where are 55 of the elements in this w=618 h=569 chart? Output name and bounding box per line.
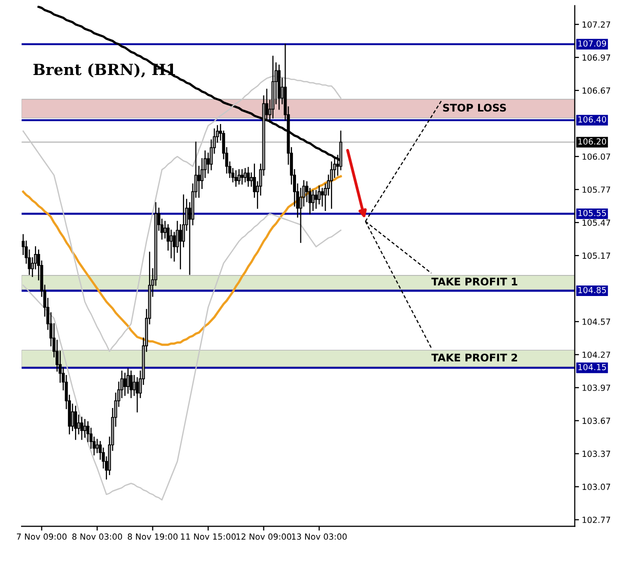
band-label: TAKE PROFIT 1 bbox=[431, 278, 518, 286]
y-tick-label: 106.07 bbox=[582, 153, 610, 160]
x-tick-label: 13 Nov 03:00 bbox=[292, 533, 347, 540]
candlestick bbox=[123, 372, 126, 396]
candlestick bbox=[83, 419, 86, 438]
y-tick-label: 103.07 bbox=[582, 484, 610, 490]
x-tick-label: 8 Nov 03:00 bbox=[72, 533, 122, 540]
ref-line-label: 104.85 bbox=[578, 286, 606, 294]
candlestick bbox=[320, 188, 324, 207]
ref-line-label: 105.55 bbox=[578, 210, 606, 216]
candlestick bbox=[312, 190, 315, 211]
band-label: TAKE PROFIT 2 bbox=[431, 354, 518, 362]
y-tick-label: 103.67 bbox=[582, 418, 610, 424]
y-tick-label: 103.97 bbox=[582, 384, 610, 391]
x-tick-label: 12 Nov 09:00 bbox=[236, 533, 292, 540]
line-series bbox=[22, 213, 342, 501]
y-tick-label: 104.27 bbox=[582, 352, 610, 358]
candlestick bbox=[172, 232, 176, 262]
candlestick bbox=[132, 374, 136, 396]
candlestick bbox=[74, 406, 78, 440]
candlestick bbox=[240, 169, 244, 185]
y-tick-label: 106.67 bbox=[582, 87, 610, 94]
candlestick bbox=[244, 168, 247, 182]
candlestick bbox=[136, 377, 139, 412]
y-tick-label: 105.17 bbox=[582, 252, 610, 259]
x-tick-label: 11 Nov 15:00 bbox=[181, 533, 236, 540]
candlestick bbox=[330, 161, 334, 209]
candlestick bbox=[77, 414, 80, 434]
candlestick bbox=[238, 169, 241, 185]
y-tick-label: 103.37 bbox=[582, 450, 610, 457]
candlestick bbox=[170, 230, 173, 258]
y-tick-label: 102.77 bbox=[582, 516, 610, 524]
y-tick-label: 106.97 bbox=[582, 54, 610, 61]
candlestick bbox=[314, 190, 318, 209]
x-tick-label: 8 Nov 19:00 bbox=[128, 533, 178, 540]
y-tick-label: 105.77 bbox=[582, 186, 610, 193]
ref-line-label: 106.40 bbox=[578, 116, 606, 123]
band-label: STOP LOSS bbox=[443, 104, 506, 112]
ref-line-label: 107.09 bbox=[578, 40, 606, 47]
ref-line-label: 106.20 bbox=[578, 138, 606, 145]
candlestick bbox=[130, 370, 133, 398]
candlestick bbox=[178, 224, 182, 270]
candlestick bbox=[80, 416, 84, 440]
x-tick-label: 7 Nov 09:00 bbox=[16, 533, 67, 540]
y-tick-label: 107.27 bbox=[582, 21, 610, 28]
y-tick-label: 104.57 bbox=[582, 318, 610, 325]
candlestick bbox=[126, 368, 130, 394]
candlestick bbox=[164, 220, 167, 238]
y-tick-label: 105.47 bbox=[582, 220, 610, 226]
candlestick bbox=[71, 404, 74, 432]
candlestick bbox=[197, 166, 200, 198]
candlestick bbox=[246, 166, 250, 187]
candlestick bbox=[96, 438, 99, 454]
candlestick bbox=[234, 170, 238, 187]
ref-line-label: 104.15 bbox=[578, 364, 606, 370]
